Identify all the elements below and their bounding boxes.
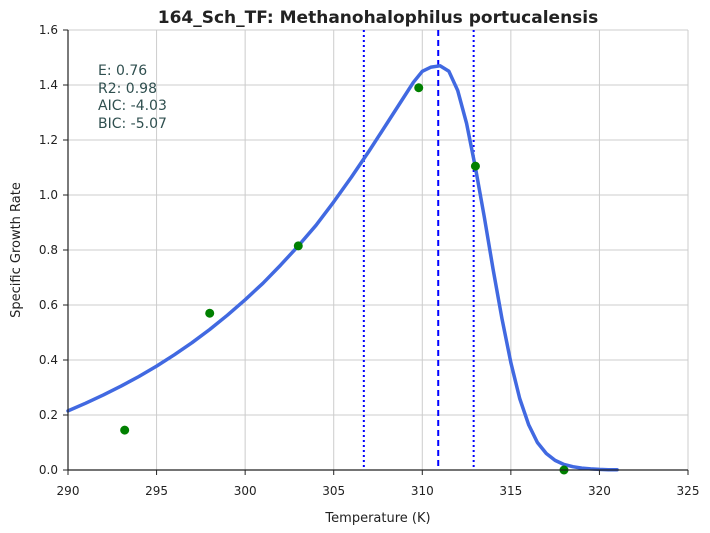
fit-curve-group	[66, 64, 619, 472]
x-tick-label: 305	[322, 484, 345, 498]
x-tick-labels: 290 295 300 305 310 315 320 325	[57, 484, 700, 498]
y-tick-label: 0.0	[39, 463, 58, 477]
x-axis-label: Temperature (K)	[324, 511, 430, 526]
x-tick-label: 290	[57, 484, 80, 498]
y-tick-label: 0.4	[39, 353, 58, 367]
x-tick-label: 310	[411, 484, 434, 498]
data-points	[120, 83, 569, 475]
data-point	[293, 241, 303, 251]
x-tick-label: 300	[234, 484, 257, 498]
x-tick-label: 295	[145, 484, 168, 498]
data-point	[470, 161, 480, 171]
stat-e: E: 0.76	[98, 63, 147, 79]
fit-curve	[66, 64, 619, 472]
chart-title: 164_Sch_TF: Methanohalophilus portucalen…	[158, 8, 599, 28]
grid	[67, 29, 689, 471]
data-point	[205, 308, 215, 318]
axes	[63, 29, 689, 475]
y-tick-label: 0.2	[39, 408, 58, 422]
y-tick-labels: 0.0 0.2 0.4 0.6 0.8 1.0 1.2 1.4 1.6	[39, 23, 58, 477]
y-tick-label: 1.2	[39, 133, 58, 147]
data-point	[414, 83, 424, 93]
y-tick-label: 1.6	[39, 23, 58, 37]
reference-lines	[362, 30, 475, 470]
stat-r2: R2: 0.98	[98, 81, 157, 97]
x-tick-label: 325	[677, 484, 700, 498]
x-tick-label: 320	[588, 484, 611, 498]
fit-statistics: E: 0.76 R2: 0.98 AIC: -4.03 BIC: -5.07	[98, 63, 167, 132]
stat-aic: AIC: -4.03	[98, 98, 167, 114]
y-tick-label: 0.8	[39, 243, 58, 257]
x-tick-label: 315	[499, 484, 522, 498]
y-tick-label: 1.0	[39, 188, 58, 202]
y-tick-label: 1.4	[39, 78, 58, 92]
y-axis-label: Specific Growth Rate	[9, 182, 24, 318]
data-point	[120, 425, 130, 435]
stat-bic: BIC: -5.07	[98, 116, 167, 132]
y-tick-label: 0.6	[39, 298, 58, 312]
